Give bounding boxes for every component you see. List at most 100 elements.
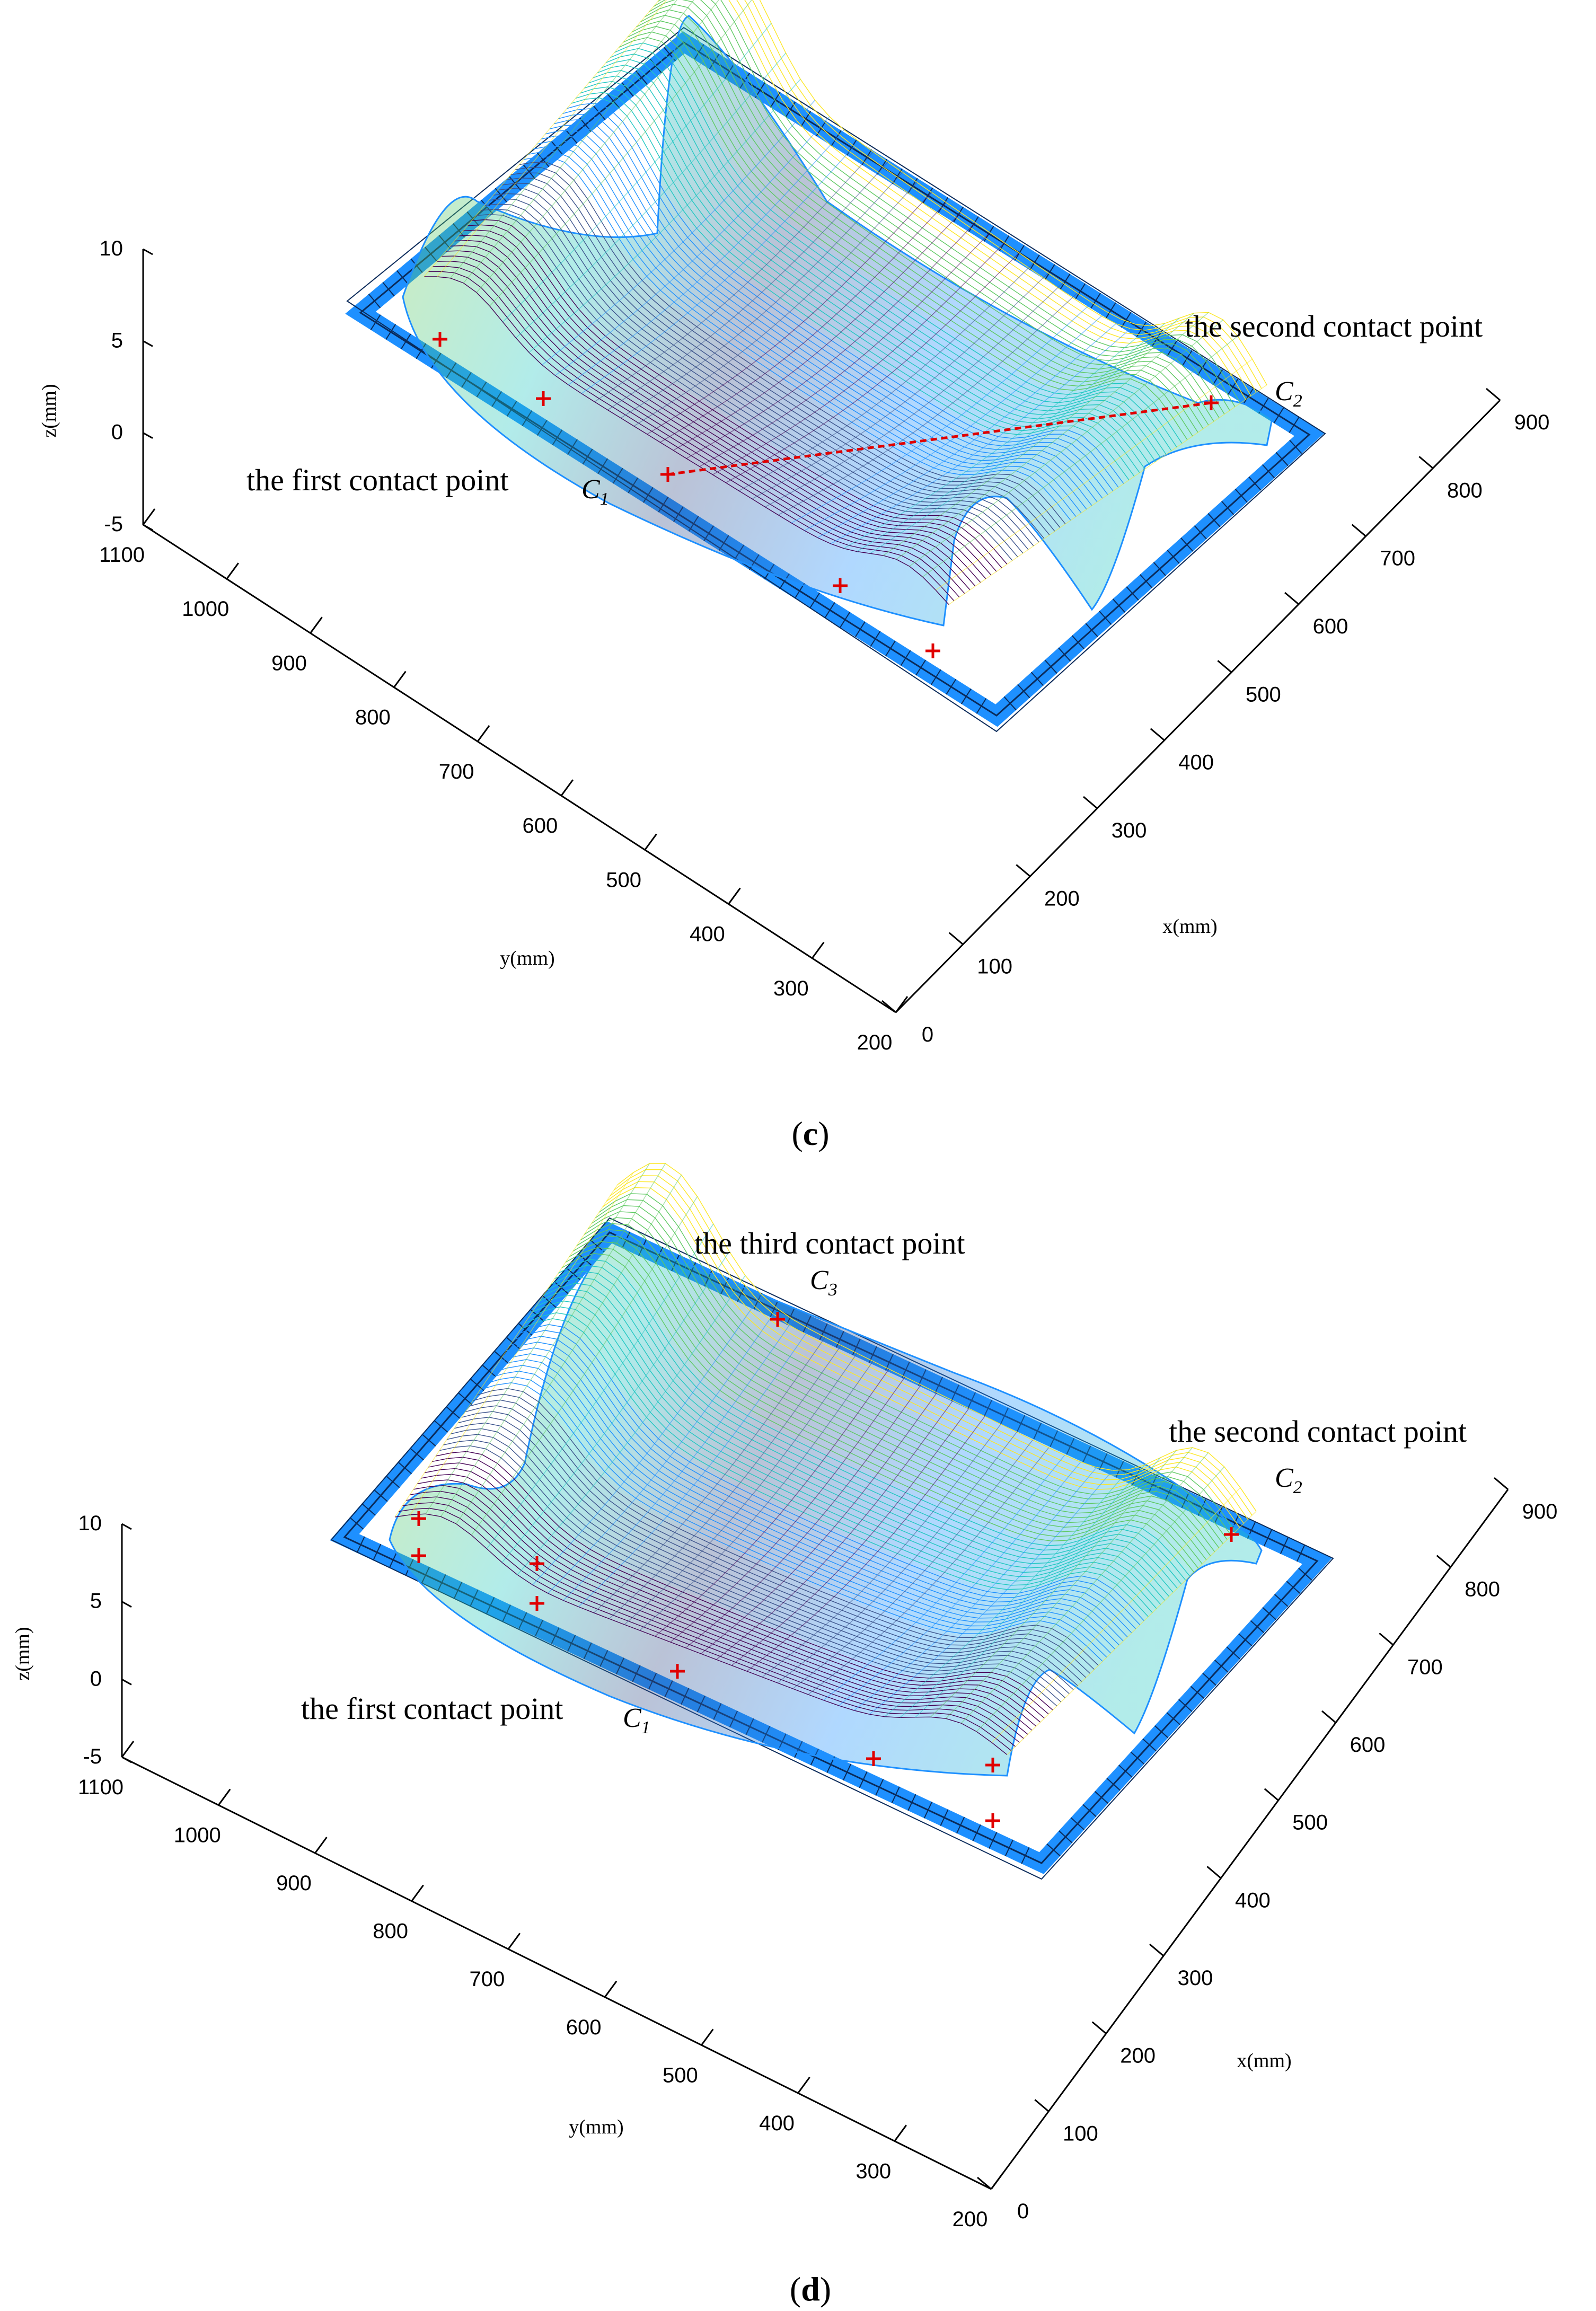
y-axis-label: y(mm): [569, 2116, 623, 2138]
mesh-line: [578, 1328, 810, 1607]
mesh-line: [870, 317, 1180, 554]
frame-segment: [1286, 1581, 1301, 1594]
mesh-line: [896, 312, 1209, 560]
frame-segment: [356, 1536, 365, 1554]
annotation-second-contact: the second contact point: [1185, 309, 1483, 343]
frame-segment: [770, 92, 781, 108]
x-tick: [1284, 592, 1299, 605]
x-tick: [1494, 1477, 1509, 1490]
frame-segment: [1178, 1699, 1193, 1712]
y-tick: [644, 833, 657, 851]
y-tick: [226, 562, 239, 580]
x-tick-label: 400: [1178, 751, 1214, 774]
y-tick: [812, 941, 825, 959]
x-tick-label: 900: [1514, 411, 1550, 434]
frame-segment: [542, 1295, 557, 1308]
frame-segment: [1273, 407, 1284, 424]
y-tick: [560, 779, 574, 796]
mesh-line: [563, 1319, 793, 1601]
mesh-line: [394, 1184, 618, 1518]
frame-segment: [1046, 1843, 1061, 1857]
frame-segment: [976, 698, 987, 714]
frame-segment: [923, 1802, 933, 1819]
frame-segment: [1250, 1620, 1265, 1634]
mesh-line: [568, 129, 845, 385]
frame-segment: [421, 1434, 436, 1446]
mesh-line: [857, 323, 1165, 552]
frame-segment: [824, 602, 835, 618]
z-tick-label: -5: [83, 1745, 102, 1768]
frame-segment: [1167, 340, 1177, 357]
x-axis-label: x(mm): [1162, 915, 1217, 938]
x-tick: [1016, 864, 1031, 877]
frame-segment: [1238, 1633, 1253, 1646]
mesh-line: [915, 1457, 1161, 1718]
frame-segment: [382, 281, 395, 297]
x-tick: [1150, 728, 1165, 741]
y-tick: [604, 1980, 618, 1998]
annotation-c1: C1: [623, 1703, 650, 1737]
mesh-line: [424, 0, 660, 277]
mesh-line: [673, 212, 962, 451]
contact-markers: [411, 1312, 1239, 1828]
mesh-line: [791, 302, 1092, 524]
mesh-line: [633, 182, 918, 427]
frame-segment: [1181, 350, 1193, 366]
frame-segment: [537, 153, 550, 167]
mesh-line: [620, 172, 903, 419]
annotation-c2: C2: [1275, 376, 1302, 411]
mesh-line: [762, 1424, 1001, 1678]
frame-segment: [470, 1378, 484, 1391]
frame-segment: [1235, 488, 1248, 503]
y-axis-label: y(mm): [500, 947, 554, 969]
frame-segment: [960, 688, 972, 704]
z-tick: [121, 1679, 132, 1686]
frame-segment: [373, 1489, 388, 1502]
mesh-line: [699, 232, 991, 467]
frame-segment: [1226, 1646, 1240, 1660]
y-tick-label: 400: [690, 923, 725, 946]
mesh-line: [777, 1432, 1017, 1683]
z-tick: [143, 340, 153, 347]
y-tick-label: 800: [355, 706, 391, 729]
x-tick-label: 600: [1350, 1733, 1386, 1757]
frame-segment: [607, 94, 620, 109]
y-tick-label: 900: [271, 651, 307, 675]
frame-segment: [1021, 1847, 1030, 1864]
y-tick-label: 700: [470, 1968, 505, 1991]
frame-segment: [593, 105, 606, 120]
frame-segment: [385, 1475, 400, 1488]
y-tick: [310, 616, 323, 634]
x-tick: [1351, 524, 1366, 537]
mesh-line: [823, 1454, 1065, 1701]
mesh-line: [922, 336, 1238, 577]
panel-label-c: (c): [791, 1115, 829, 1152]
y-tick-label: 400: [759, 2112, 795, 2135]
mesh-line: [976, 1466, 1225, 1732]
frame-segment: [1228, 378, 1238, 395]
frame-segment: [1017, 684, 1030, 699]
frame-segment: [1003, 696, 1017, 711]
frame-segment: [1180, 537, 1194, 552]
x-tick: [1034, 2099, 1050, 2112]
frame-segment: [370, 314, 381, 330]
mesh-line: [701, 1392, 938, 1654]
z-tick-label: -5: [104, 513, 123, 536]
frame-segment: [915, 659, 927, 676]
annotation-first-contact: the first contact point: [301, 1691, 563, 1726]
mesh-line: [455, 1175, 682, 1524]
x-tick-label: 800: [1447, 479, 1483, 502]
y-tick-label: 500: [606, 868, 641, 892]
frame-segment: [859, 1771, 868, 1788]
frame-segment: [840, 612, 851, 628]
mesh-line: [515, 52, 787, 339]
frame-segment: [1071, 635, 1085, 650]
frame-segment: [938, 197, 949, 213]
y-tick-label: 900: [276, 1872, 312, 1895]
x-tick-label: 0: [922, 1023, 933, 1046]
y-tick-label: 200: [857, 1031, 893, 1054]
x-tick-label: 300: [1178, 1966, 1213, 1990]
frame-segment: [493, 1351, 508, 1364]
frame-segment: [809, 592, 821, 608]
